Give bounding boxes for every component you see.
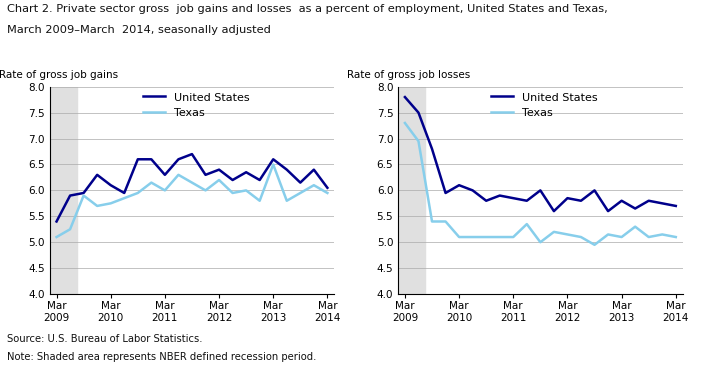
Bar	[398, 87, 425, 294]
Text: Note: Shaded area represents NBER defined recession period.: Note: Shaded area represents NBER define…	[7, 352, 316, 363]
Text: Rate of gross job gains: Rate of gross job gains	[0, 70, 118, 80]
Legend: United States, Texas: United States, Texas	[141, 90, 252, 120]
Legend: United States, Texas: United States, Texas	[489, 90, 600, 120]
Text: Chart 2. Private sector gross  job gains and losses  as a percent of employment,: Chart 2. Private sector gross job gains …	[7, 4, 608, 14]
Text: Source: U.S. Bureau of Labor Statistics.: Source: U.S. Bureau of Labor Statistics.	[7, 334, 203, 344]
Text: Rate of gross job losses: Rate of gross job losses	[347, 70, 470, 80]
Bar	[50, 87, 77, 294]
Text: March 2009–March  2014, seasonally adjusted: March 2009–March 2014, seasonally adjust…	[7, 25, 271, 35]
